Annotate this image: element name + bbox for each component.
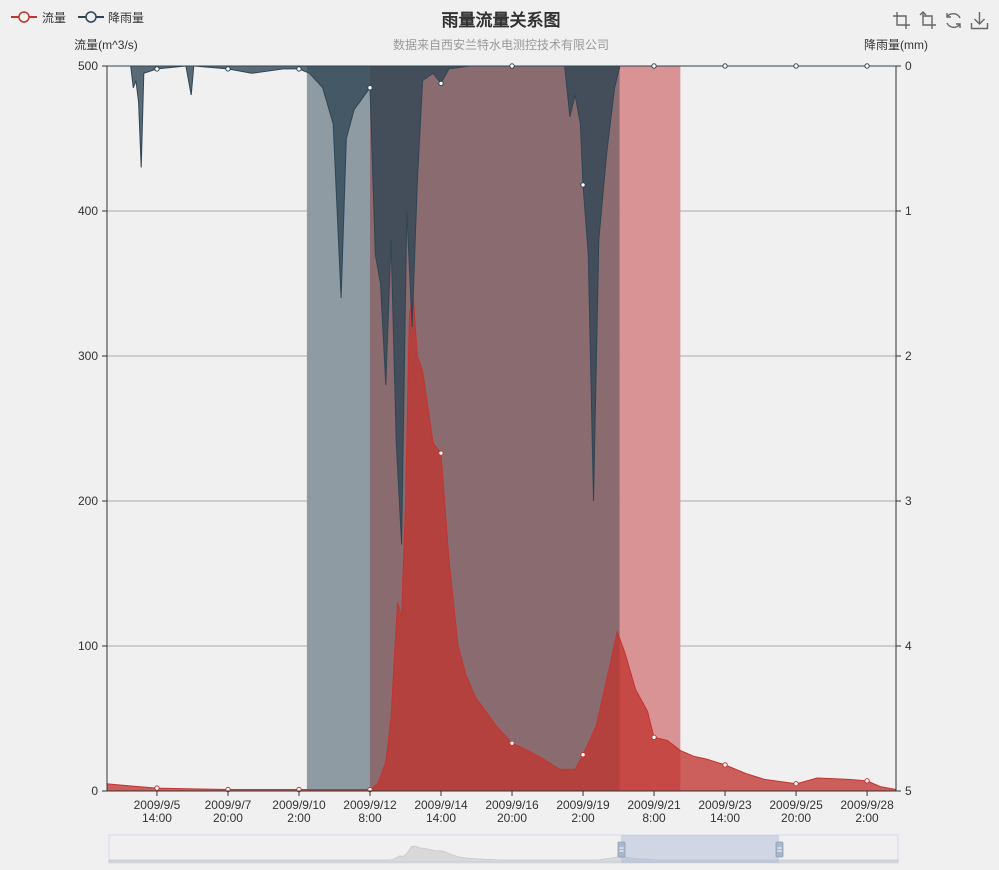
flow-point[interactable] — [651, 734, 657, 741]
flow-point[interactable] — [864, 778, 870, 784]
y-tick-label-right: 4 — [905, 639, 912, 653]
x-tick-label-time: 20:00 — [781, 811, 811, 825]
data-zoom-handle-right[interactable] — [775, 841, 784, 858]
flow-point[interactable] — [509, 740, 515, 746]
y-axis-right-name: 降雨量(mm) — [864, 38, 928, 52]
x-tick-label-date: 2009/9/25 — [769, 798, 823, 812]
rain-point[interactable] — [793, 63, 799, 69]
x-tick-label-date: 2009/9/21 — [627, 798, 681, 812]
x-tick-label-date: 2009/9/16 — [485, 798, 539, 812]
y-tick-label-left: 300 — [78, 349, 98, 363]
y-tick-label-left: 400 — [78, 204, 98, 218]
x-tick-label-time: 2:00 — [571, 811, 595, 825]
data-zoom-frame — [108, 834, 899, 864]
data-zoom-preview — [108, 845, 899, 863]
x-tick-label-time: 14:00 — [710, 811, 740, 825]
legend-label-rain: 降雨量 — [108, 11, 144, 25]
flow-point[interactable] — [438, 450, 444, 456]
rain-point[interactable] — [367, 85, 373, 91]
rain-point[interactable] — [651, 63, 657, 69]
rain-point[interactable] — [296, 66, 302, 72]
legend-marker-flow — [18, 11, 30, 23]
y-tick-label-right: 1 — [905, 204, 912, 218]
zoom-reset-icon[interactable] — [919, 11, 936, 29]
rain-area — [107, 65, 896, 545]
x-tick-label-time: 20:00 — [497, 811, 527, 825]
x-tick-label-time: 2:00 — [287, 811, 311, 825]
legend-item-flow[interactable]: 流量 — [11, 11, 66, 25]
y-tick-label-left: 200 — [78, 494, 98, 508]
data-zoom-window[interactable] — [621, 835, 779, 863]
x-tick-label-time: 14:00 — [426, 811, 456, 825]
restore-icon[interactable] — [946, 13, 961, 28]
y-tick-label-right: 2 — [905, 349, 912, 363]
y-tick-label-left: 500 — [78, 59, 98, 73]
legend-marker-rain — [85, 11, 97, 23]
flow-area — [106, 297, 897, 792]
x-tick-label-date: 2009/9/28 — [840, 798, 894, 812]
x-tick-label-date: 2009/9/5 — [134, 798, 181, 812]
x-tick-label-date: 2009/9/12 — [343, 798, 397, 812]
y-axis-left-name: 流量(m^3/s) — [74, 38, 138, 52]
data-zoom-slider[interactable] — [108, 834, 899, 864]
flow-point[interactable] — [580, 752, 586, 758]
x-tick-label-date: 2009/9/19 — [556, 798, 610, 812]
y-tick-label-left: 100 — [78, 639, 98, 653]
y-tick-label-left: 0 — [91, 784, 98, 798]
toolbox — [893, 11, 989, 30]
y-tick-label-right: 3 — [905, 494, 912, 508]
rain-point[interactable] — [580, 182, 586, 188]
legend: 流量 降雨量 — [11, 11, 144, 25]
save-image-icon[interactable] — [970, 12, 989, 30]
x-tick-label-time: 20:00 — [213, 811, 243, 825]
chart-title: 雨量流量关系图 — [442, 10, 561, 30]
data-zoom-handle-left[interactable] — [617, 841, 626, 858]
flow-point[interactable] — [722, 762, 728, 768]
zoom-icon[interactable] — [893, 12, 910, 29]
x-tick-label-date: 2009/9/10 — [272, 798, 326, 812]
rain-point[interactable] — [509, 63, 515, 69]
rain-point[interactable] — [154, 66, 160, 72]
rain-point[interactable] — [225, 66, 231, 72]
rain-point[interactable] — [438, 80, 444, 87]
x-tick-label-time: 2:00 — [855, 811, 879, 825]
x-tick-label-time: 14:00 — [142, 811, 172, 825]
flow-point[interactable] — [793, 781, 799, 787]
rain-point[interactable] — [864, 63, 870, 69]
x-tick-label-date: 2009/9/7 — [205, 798, 252, 812]
chart-subtitle: 数据来自西安兰特水电测控技术有限公司 — [393, 37, 609, 52]
flow-point[interactable] — [154, 785, 160, 791]
x-tick-label-time: 8:00 — [642, 811, 666, 825]
x-tick-label-time: 8:00 — [358, 811, 382, 825]
legend-item-rain[interactable]: 降雨量 — [78, 11, 144, 25]
legend-label-flow: 流量 — [42, 11, 66, 25]
rain-point[interactable] — [722, 63, 728, 69]
y-tick-label-right: 0 — [905, 59, 912, 73]
x-tick-label-date: 2009/9/14 — [414, 798, 468, 812]
x-tick-label-date: 2009/9/23 — [698, 798, 752, 812]
y-tick-label-right: 5 — [905, 784, 912, 798]
